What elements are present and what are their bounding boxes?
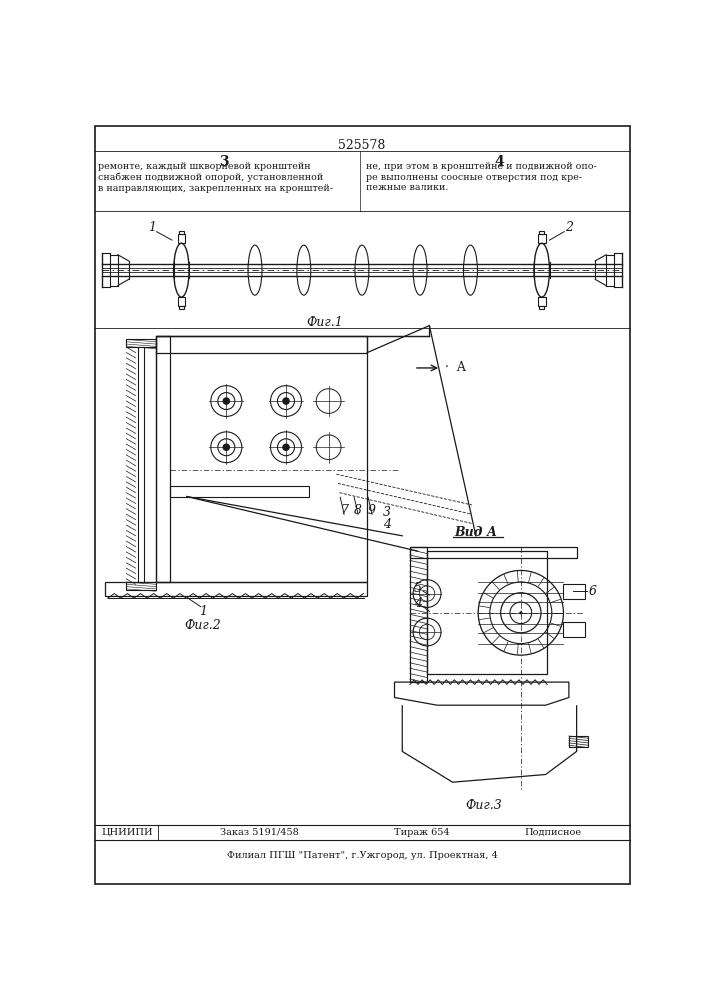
Text: 2: 2 bbox=[565, 221, 573, 234]
Bar bbox=[170, 486, 309, 497]
Text: 4: 4 bbox=[494, 155, 504, 169]
Text: Фиг.1: Фиг.1 bbox=[306, 316, 343, 329]
Text: 9: 9 bbox=[368, 504, 376, 517]
Bar bbox=[138, 347, 144, 582]
Bar bbox=[569, 736, 588, 747]
Bar bbox=[427, 551, 547, 674]
Bar bbox=[127, 582, 156, 590]
Text: Тираж 654: Тираж 654 bbox=[394, 828, 450, 837]
Text: Филиал ПГШ "Патент", г.Ужгород, ул. Проектная, 4: Филиал ПГШ "Патент", г.Ужгород, ул. Прое… bbox=[226, 851, 498, 860]
Bar bbox=[410, 547, 427, 682]
Bar bbox=[177, 297, 185, 306]
Bar bbox=[156, 336, 368, 582]
Circle shape bbox=[519, 611, 522, 614]
Bar bbox=[410, 547, 577, 558]
Circle shape bbox=[283, 444, 289, 450]
Text: 7: 7 bbox=[340, 504, 348, 517]
Bar bbox=[538, 297, 546, 306]
Bar bbox=[563, 622, 585, 637]
Bar bbox=[177, 234, 185, 243]
Text: Фиг.3: Фиг.3 bbox=[465, 799, 502, 812]
Text: Подписное: Подписное bbox=[525, 828, 582, 837]
Bar bbox=[539, 231, 544, 234]
Text: 5: 5 bbox=[414, 582, 421, 595]
Bar bbox=[156, 336, 170, 582]
Text: 6: 6 bbox=[588, 585, 596, 598]
Text: ремонте, каждый шкворневой кронштейн
снабжен подвижной опорой, установленной
в н: ремонте, каждый шкворневой кронштейн сна… bbox=[98, 162, 333, 193]
Text: 3: 3 bbox=[219, 155, 229, 169]
Text: 1: 1 bbox=[199, 605, 207, 618]
Bar bbox=[105, 582, 368, 596]
Circle shape bbox=[283, 398, 289, 404]
Text: 1: 1 bbox=[148, 221, 156, 234]
Bar bbox=[156, 336, 368, 353]
Text: ЦНИИПИ: ЦНИИПИ bbox=[101, 828, 153, 837]
Text: 4: 4 bbox=[414, 597, 421, 610]
Text: не, при этом в кронштейне и подвижной опо-
ре выполнены соосные отверстия под кр: не, при этом в кронштейне и подвижной оп… bbox=[366, 162, 597, 192]
Bar bbox=[539, 306, 544, 309]
Text: 525578: 525578 bbox=[338, 139, 385, 152]
Text: Заказ 5191/458: Заказ 5191/458 bbox=[219, 828, 298, 837]
Bar bbox=[563, 584, 585, 599]
Text: Фиг.2: Фиг.2 bbox=[185, 619, 221, 632]
Bar bbox=[127, 339, 156, 347]
Circle shape bbox=[223, 444, 230, 450]
Text: ·  A: · A bbox=[445, 361, 466, 374]
Text: 4: 4 bbox=[382, 518, 391, 531]
Bar bbox=[179, 306, 184, 309]
Text: 8: 8 bbox=[354, 504, 362, 517]
Bar bbox=[179, 231, 184, 234]
Circle shape bbox=[223, 398, 230, 404]
Text: 3: 3 bbox=[382, 506, 391, 519]
Text: Вид А: Вид А bbox=[455, 526, 498, 539]
Bar bbox=[538, 234, 546, 243]
